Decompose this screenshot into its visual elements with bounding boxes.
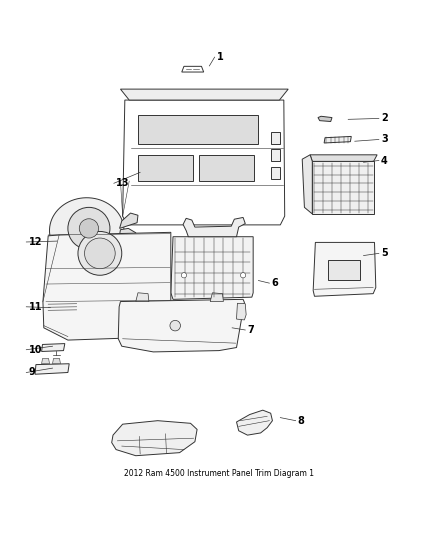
- Polygon shape: [46, 302, 79, 312]
- Text: 3: 3: [381, 134, 388, 144]
- Text: 12: 12: [28, 237, 42, 247]
- Text: 6: 6: [272, 278, 278, 288]
- Polygon shape: [136, 293, 149, 302]
- Text: 7: 7: [247, 325, 254, 335]
- Polygon shape: [237, 410, 272, 435]
- Polygon shape: [53, 359, 60, 364]
- Text: 5: 5: [381, 248, 388, 259]
- Bar: [138, 155, 193, 181]
- Circle shape: [79, 219, 99, 238]
- Polygon shape: [324, 136, 351, 143]
- Bar: [271, 149, 280, 161]
- Text: 9: 9: [28, 367, 35, 377]
- Bar: [75, 306, 81, 310]
- Bar: [271, 167, 280, 179]
- Polygon shape: [210, 293, 223, 302]
- Bar: [271, 132, 280, 144]
- Circle shape: [78, 231, 122, 275]
- Text: 2012 Ram 4500 Instrument Panel Trim Diagram 1: 2012 Ram 4500 Instrument Panel Trim Diag…: [124, 469, 314, 478]
- Text: 10: 10: [28, 345, 42, 355]
- Polygon shape: [182, 66, 204, 72]
- Polygon shape: [318, 116, 332, 122]
- Polygon shape: [183, 217, 245, 237]
- Polygon shape: [42, 344, 65, 351]
- Polygon shape: [35, 364, 69, 374]
- Polygon shape: [118, 300, 244, 352]
- Circle shape: [240, 273, 246, 278]
- Polygon shape: [120, 89, 288, 100]
- Polygon shape: [237, 303, 246, 320]
- Circle shape: [170, 320, 180, 331]
- Polygon shape: [42, 359, 49, 364]
- Text: 1: 1: [217, 52, 223, 62]
- Text: 8: 8: [298, 416, 305, 426]
- Bar: [199, 155, 254, 181]
- Polygon shape: [120, 213, 138, 229]
- Polygon shape: [43, 232, 171, 340]
- Circle shape: [68, 207, 110, 249]
- Text: 13: 13: [116, 178, 130, 188]
- Polygon shape: [171, 237, 253, 300]
- Circle shape: [181, 273, 187, 278]
- Polygon shape: [313, 243, 376, 296]
- Bar: [75, 301, 81, 304]
- Polygon shape: [49, 198, 124, 251]
- Bar: [138, 115, 258, 144]
- Polygon shape: [310, 155, 377, 161]
- Bar: [312, 161, 374, 214]
- Polygon shape: [112, 421, 197, 456]
- Polygon shape: [302, 155, 312, 214]
- Circle shape: [85, 238, 115, 269]
- Text: 11: 11: [28, 302, 42, 312]
- Bar: [328, 260, 360, 280]
- Text: 2: 2: [381, 114, 388, 124]
- Polygon shape: [120, 229, 136, 239]
- Text: 4: 4: [381, 156, 388, 166]
- Polygon shape: [123, 100, 285, 225]
